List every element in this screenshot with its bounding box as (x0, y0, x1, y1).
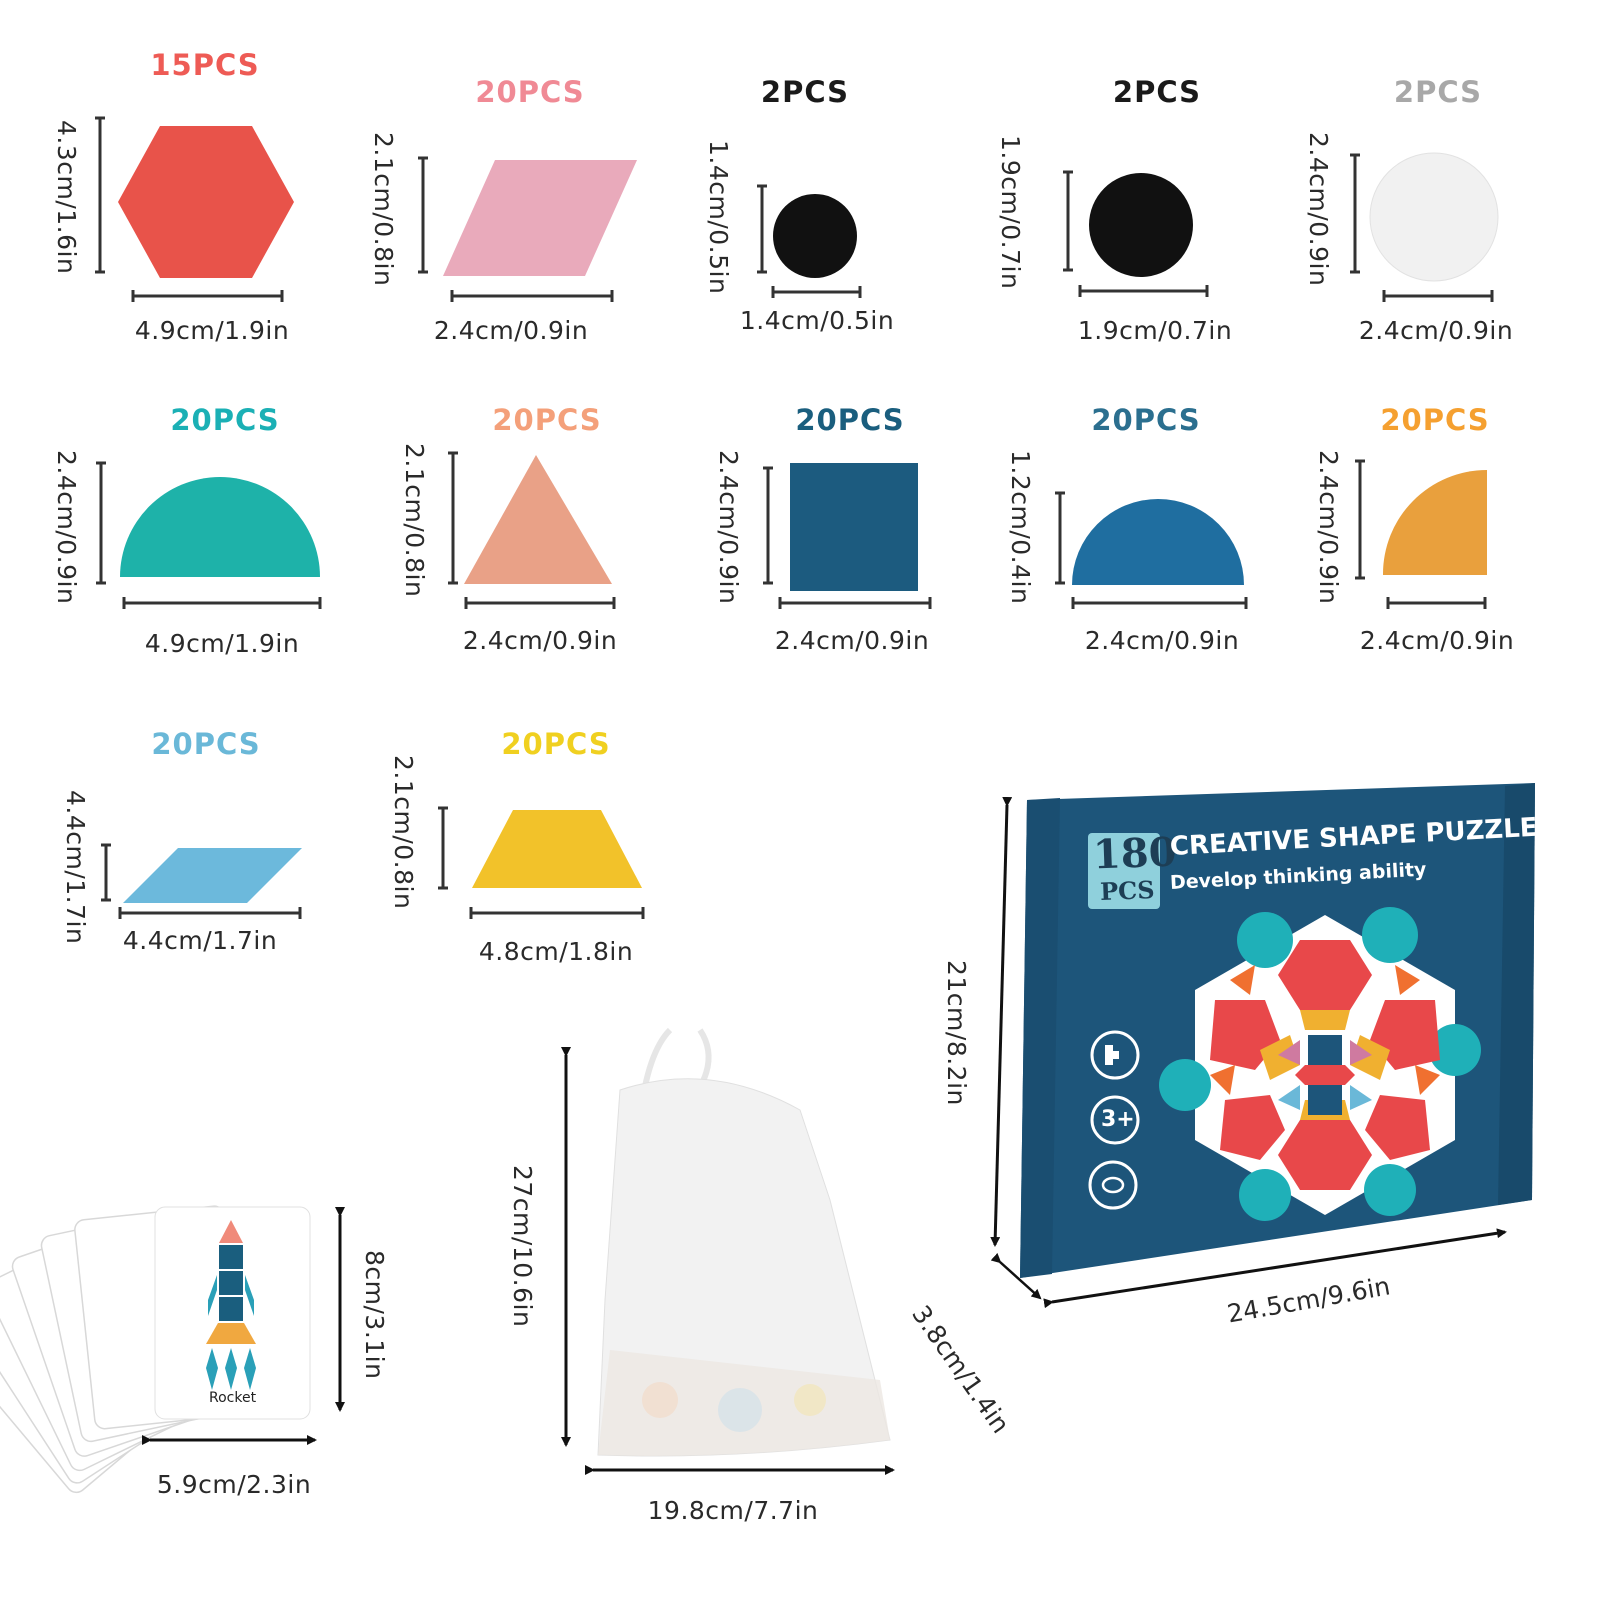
piece-count: 20PCS (795, 403, 905, 437)
cards-width: 5.9cm/2.3in (156, 1470, 312, 1499)
piece-count: 20PCS (501, 727, 611, 761)
rhombus-piece (443, 160, 637, 276)
piece-count: 20PCS (151, 727, 261, 761)
piece-width: 2.4cm/0.9in (1358, 316, 1514, 345)
piece-count: 2PCS (1393, 75, 1483, 109)
piece-height: 1.9cm/0.7in (996, 135, 1025, 290)
square-piece (790, 463, 918, 591)
piece-count: 2PCS (1112, 75, 1202, 109)
small-black-circle-piece (773, 194, 857, 278)
hexagon-piece (118, 126, 294, 278)
cards-height: 8cm/3.1in (360, 1250, 389, 1380)
teal-semicircle-piece (120, 477, 320, 577)
quarter-circle-piece (1382, 470, 1487, 575)
piece-width: 2.4cm/0.9in (774, 626, 930, 655)
eye-badge-icon (1088, 1160, 1138, 1210)
triangle-piece (464, 455, 612, 584)
black-circle-piece (1089, 173, 1193, 277)
piece-height: 2.4cm/0.9in (714, 450, 743, 605)
piece-height: 4.4cm/1.7in (61, 790, 90, 945)
piece-count: 20PCS (1091, 403, 1201, 437)
piece-width: 2.4cm/0.9in (433, 316, 589, 345)
piece-count: 2PCS (760, 75, 850, 109)
piece-height: 2.1cm/0.8in (400, 443, 429, 598)
piece-height: 2.4cm/0.9in (52, 450, 81, 605)
piece-height: 1.4cm/0.5in (704, 140, 733, 295)
piece-width: 4.8cm/1.8in (478, 937, 634, 966)
piece-height: 2.1cm/0.8in (389, 755, 418, 910)
thin-rhombus-piece (123, 848, 302, 903)
piece-width: 2.4cm/0.9in (462, 626, 618, 655)
piece-width: 1.4cm/0.5in (739, 306, 895, 335)
box-piece-unit: PCS (1099, 875, 1155, 906)
card-caption: Rocket (209, 1390, 257, 1406)
drawstring-bag (597, 1027, 891, 1457)
bag-width: 19.8cm/7.7in (647, 1496, 819, 1525)
white-circle-piece (1369, 152, 1499, 282)
trapezoid-piece (472, 810, 642, 888)
piece-count: 20PCS (170, 403, 280, 437)
piece-width: 4.4cm/1.7in (122, 926, 278, 955)
bag-height: 27cm/10.6in (508, 1165, 537, 1328)
box-piece-count: 180 (1092, 828, 1178, 879)
age-badge: 3+ (1101, 1107, 1135, 1132)
piece-width: 2.4cm/0.9in (1084, 626, 1240, 655)
piece-width: 2.4cm/0.9in (1359, 626, 1515, 655)
piece-height: 4.3cm/1.6in (52, 120, 81, 275)
piece-height: 2.1cm/0.8in (369, 132, 398, 287)
piece-width: 4.9cm/1.9in (134, 316, 290, 345)
piece-width: 1.9cm/0.7in (1077, 316, 1233, 345)
piece-count: 20PCS (492, 403, 602, 437)
product-box (1020, 783, 1535, 1278)
box-height: 21cm/8.2in (942, 960, 971, 1106)
piece-height: 2.4cm/0.9in (1314, 450, 1343, 605)
piece-width: 4.9cm/1.9in (144, 629, 300, 658)
puzzle-badge-icon (1090, 1030, 1140, 1080)
age-badge-ring (1090, 1095, 1140, 1145)
piece-count: 15PCS (150, 48, 260, 82)
piece-count: 20PCS (475, 75, 585, 109)
dimension-bars (95, 116, 1494, 919)
pattern-cards (0, 1205, 311, 1494)
piece-height: 1.2cm/0.4in (1006, 450, 1035, 605)
blue-semicircle-piece (1072, 499, 1244, 585)
piece-count: 20PCS (1380, 403, 1490, 437)
piece-height: 2.4cm/0.9in (1304, 132, 1333, 287)
